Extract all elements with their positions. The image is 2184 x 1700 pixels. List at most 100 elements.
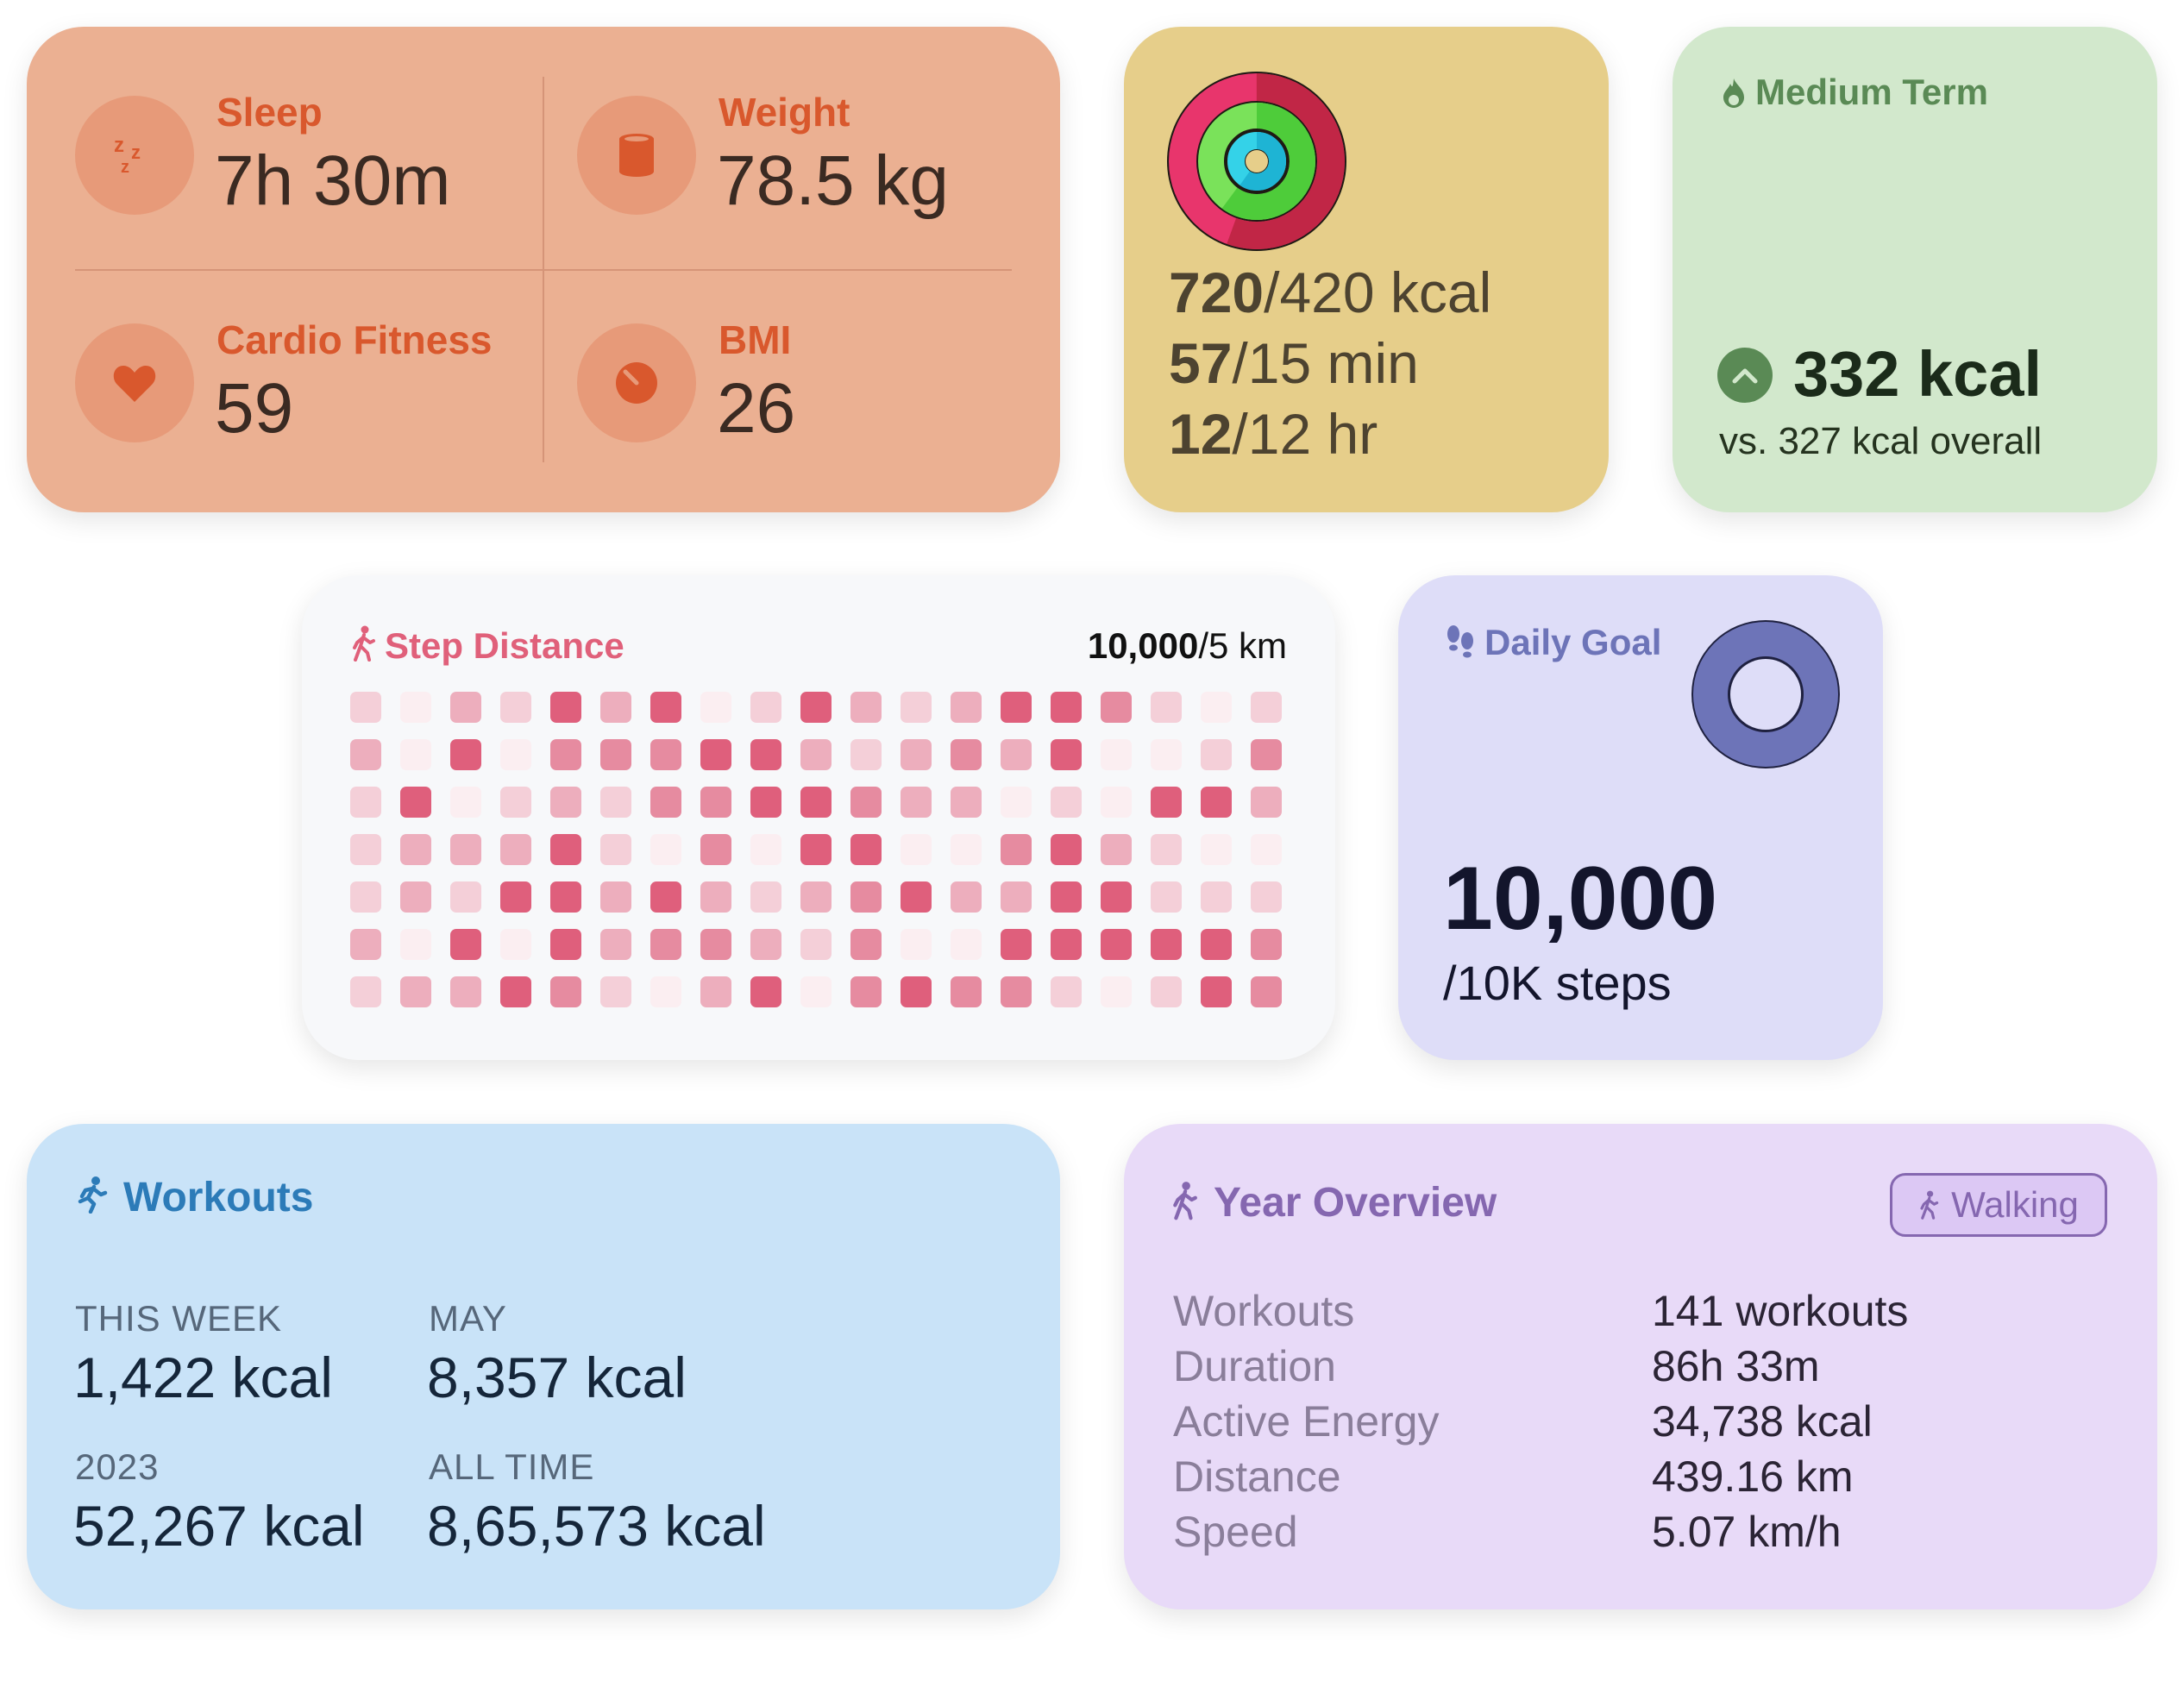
heatmap-cell (1201, 787, 1232, 818)
heatmap-cell (650, 929, 681, 960)
workouts-row-value: 141 workouts (1652, 1287, 1909, 1335)
heatmap-cell (750, 976, 781, 1007)
heatmap-cell (1151, 834, 1182, 865)
heatmap-cell (400, 739, 431, 770)
health-metrics-card[interactable]: z z z Sleep 7h 30m Weight 78.5 kg Cardio… (27, 27, 1060, 512)
move-goal: 720/420 kcal (1169, 260, 1492, 324)
heatmap-cell (1251, 976, 1282, 1007)
heatmap-cell (1251, 739, 1282, 770)
heatmap-cell (901, 787, 932, 818)
heatmap-cell (1101, 692, 1132, 723)
heatmap-cell (850, 739, 882, 770)
heatmap-cell (1051, 787, 1082, 818)
walking-figure-icon (1920, 1190, 1939, 1220)
heatmap-cell (1101, 929, 1132, 960)
heatmap-cell (650, 692, 681, 723)
step-distance-title: Step Distance (385, 625, 624, 666)
svg-text:z: z (131, 141, 141, 163)
heatmap-cell (750, 834, 781, 865)
heatmap-cell (1001, 929, 1032, 960)
daily-goal-title: Daily Goal (1484, 622, 1662, 662)
active-energy-row-label: Active Energy (1173, 1397, 1440, 1446)
footprints-icon (1447, 625, 1473, 658)
this-week-label: THIS WEEK (75, 1298, 283, 1339)
sleep-icon: z z z (75, 96, 194, 215)
heatmap-cell (1251, 881, 1282, 913)
heatmap-cell (1001, 976, 1032, 1007)
medium-term-comparison: vs. 327 kcal overall (1719, 420, 2043, 462)
heatmap-cell (1251, 834, 1282, 865)
heatmap-cell (650, 739, 681, 770)
heatmap-cell (350, 976, 381, 1007)
heatmap-cell (850, 881, 882, 913)
heatmap-cell (750, 692, 781, 723)
heatmap-cell (1201, 929, 1232, 960)
heatmap-cell (600, 739, 631, 770)
heatmap-cell (600, 976, 631, 1007)
activity-rings-card[interactable]: 720/420 kcal 57/15 min 12/12 hr (1124, 27, 1609, 512)
heatmap-cell (750, 787, 781, 818)
heatmap-cell (1201, 976, 1232, 1007)
step-distance-progress: 10,000/5 km (1087, 625, 1287, 666)
workouts-title: Workouts (123, 1175, 314, 1220)
year-overview-card[interactable]: Year Overview Walking Workouts 141 worko… (1124, 1124, 2157, 1609)
activity-filter-button[interactable]: Walking (1890, 1173, 2107, 1237)
medium-term-card[interactable]: Medium Term 332 kcal vs. 327 kcal overal… (1673, 27, 2157, 512)
heatmap-cell (500, 976, 531, 1007)
heatmap-cell (1151, 692, 1182, 723)
heatmap-cell (1051, 881, 1082, 913)
heatmap-cell (800, 739, 832, 770)
heatmap-cell (550, 881, 581, 913)
walking-figure-icon (1173, 1182, 1197, 1220)
workouts-row-label: Workouts (1173, 1287, 1355, 1335)
scale-icon (577, 96, 696, 215)
heatmap-cell (1101, 834, 1132, 865)
speed-row-value: 5.07 km/h (1652, 1508, 1842, 1556)
speed-row-label: Speed (1173, 1508, 1298, 1556)
heatmap-cell (901, 834, 932, 865)
heatmap-cell (1101, 881, 1132, 913)
gauge-icon (577, 323, 696, 442)
heatmap-cell (800, 787, 832, 818)
heatmap-cell (850, 834, 882, 865)
heatmap-cell (1201, 834, 1232, 865)
heatmap-cell (750, 929, 781, 960)
heatmap-cell (550, 929, 581, 960)
heatmap-cell (1001, 787, 1032, 818)
heatmap-cell (650, 834, 681, 865)
medium-term-value: 332 kcal (1793, 338, 2043, 410)
heatmap-cell (1201, 739, 1232, 770)
running-figure-icon (78, 1176, 108, 1214)
duration-row-value: 86h 33m (1652, 1342, 1820, 1390)
heatmap-cell (1251, 787, 1282, 818)
heatmap-cell (350, 929, 381, 960)
all-time-value: 8,65,573 kcal (427, 1494, 766, 1558)
daily-goal-card[interactable]: Daily Goal 10,000 /10K steps (1398, 575, 1883, 1060)
month-value: 8,357 kcal (427, 1346, 687, 1409)
heatmap-cell (951, 929, 982, 960)
heatmap-cell (1151, 881, 1182, 913)
activity-rings-icon (1167, 72, 1346, 251)
heatmap-cell (450, 929, 481, 960)
heatmap-cell (350, 881, 381, 913)
all-time-label: ALL TIME (429, 1446, 595, 1487)
heatmap-cell (500, 834, 531, 865)
duration-row-label: Duration (1173, 1342, 1336, 1390)
heatmap-cell (450, 739, 481, 770)
daily-goal-value: 10,000 (1443, 849, 1718, 949)
heatmap-cell (550, 976, 581, 1007)
workouts-card[interactable]: Workouts THIS WEEK 1,422 kcal MAY 8,357 … (27, 1124, 1060, 1609)
heatmap-cell (800, 976, 832, 1007)
heatmap-cell (450, 881, 481, 913)
heatmap-cell (400, 881, 431, 913)
heatmap-cell (1251, 929, 1282, 960)
heatmap-cell (901, 739, 932, 770)
svg-text:z: z (121, 158, 129, 177)
step-distance-card[interactable]: Step Distance 10,000/5 km (302, 575, 1335, 1060)
heatmap-cell (1051, 976, 1082, 1007)
heatmap-cell (850, 929, 882, 960)
heatmap-cell (500, 787, 531, 818)
heatmap-cell (1051, 692, 1082, 723)
heatmap-cell (1001, 739, 1032, 770)
heatmap-cell (800, 929, 832, 960)
